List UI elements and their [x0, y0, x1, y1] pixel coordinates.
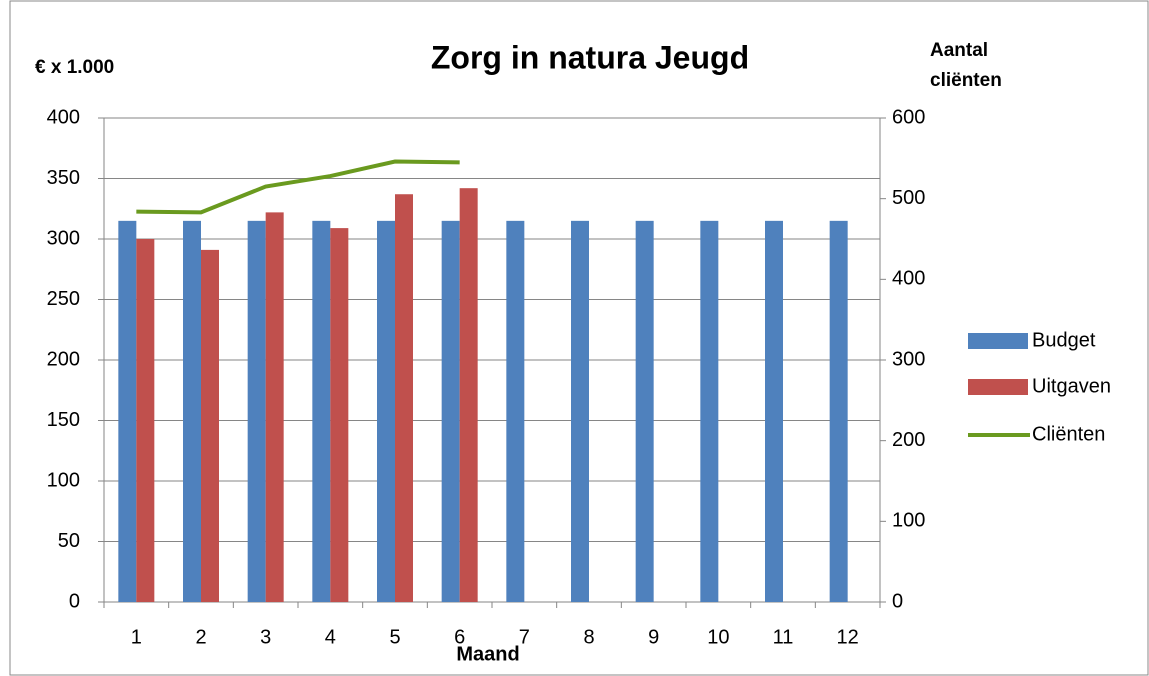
- bar: [829, 220, 848, 602]
- bar: [459, 188, 478, 602]
- legend-label: Budget: [1032, 329, 1096, 351]
- bar: [183, 220, 201, 602]
- bar: [330, 228, 349, 603]
- bar: [136, 239, 155, 602]
- y2-axis-label: Aantal cliënten: [930, 40, 1002, 91]
- legend-label: Uitgaven: [1032, 375, 1111, 397]
- frame: [9, 0, 1149, 676]
- y2-tick-label: 500: [892, 187, 925, 209]
- y-tick-label: 0: [69, 590, 80, 612]
- legend-swatch: [968, 333, 1028, 349]
- y-tick-label: 200: [47, 348, 80, 370]
- line-series: [136, 159, 460, 215]
- x-tick-label: 4: [325, 626, 336, 648]
- bar: [201, 249, 219, 602]
- x-tick-label: 2: [195, 626, 206, 648]
- x-tick-label: 5: [389, 626, 400, 648]
- bar: [506, 220, 525, 602]
- x-tick-label: 8: [583, 626, 594, 648]
- x-tick-label: 1: [131, 626, 142, 648]
- y-tick-label: 350: [47, 167, 80, 189]
- y2-tick-label: 200: [892, 429, 925, 451]
- x-tick-label: 12: [837, 626, 859, 648]
- x-tick-label: 9: [648, 626, 659, 648]
- bar: [441, 220, 460, 602]
- y2-tick-label: 100: [892, 510, 925, 532]
- y-tick-label: 300: [47, 227, 80, 249]
- y2-tick-label: 300: [892, 348, 925, 370]
- x-tick-label: 6: [454, 626, 465, 648]
- y-tick-label: 50: [58, 530, 80, 552]
- bar: [377, 220, 395, 602]
- bar: [700, 220, 719, 602]
- x-tick-label: 10: [707, 626, 729, 648]
- legend-label: Cliënten: [1032, 423, 1105, 445]
- chart-title: Zorg in natura Jeugd: [431, 39, 749, 75]
- bar: [571, 220, 589, 602]
- y-tick-label: 100: [47, 469, 80, 491]
- y2-tick-label: 600: [892, 106, 925, 128]
- bar: [765, 220, 783, 602]
- x-tick-label: 7: [519, 626, 530, 648]
- y2-tick-label: 400: [892, 268, 925, 290]
- bar: [247, 220, 266, 602]
- y2-tick-label: 0: [892, 590, 903, 612]
- x-tick-label: 3: [260, 626, 271, 648]
- bar: [312, 220, 331, 602]
- y-axis-label: € x 1.000: [35, 57, 114, 78]
- legend-swatch: [968, 379, 1028, 395]
- y-tick-label: 250: [47, 288, 80, 310]
- y-tick-label: 400: [47, 106, 80, 128]
- x-axis-label: Maand: [456, 643, 519, 665]
- bar: [635, 220, 654, 602]
- y-tick-label: 150: [47, 409, 80, 431]
- bar: [395, 194, 413, 603]
- bar: [118, 220, 137, 602]
- x-tick-label: 11: [773, 626, 794, 648]
- bar: [265, 212, 284, 602]
